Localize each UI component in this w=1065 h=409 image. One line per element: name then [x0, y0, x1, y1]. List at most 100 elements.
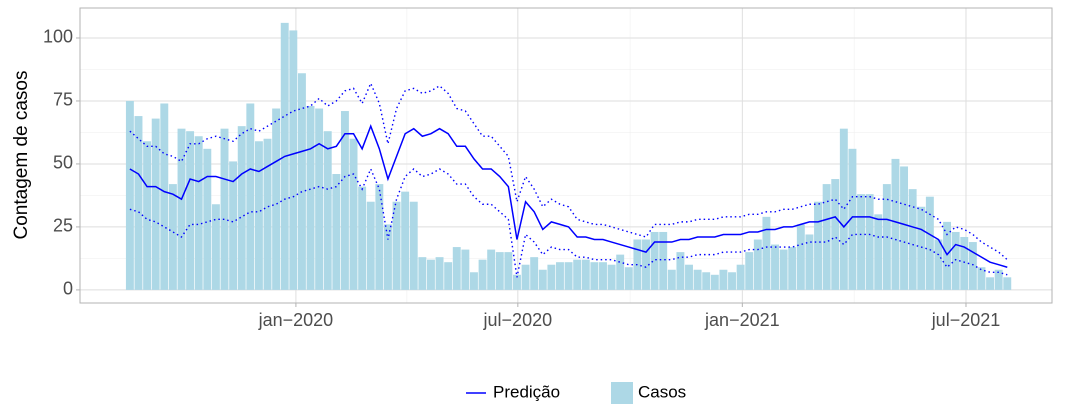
bar: [925, 196, 934, 290]
bar: [547, 264, 556, 290]
x-tick-label: jul−2021: [931, 310, 1001, 330]
bar: [796, 224, 805, 290]
x-tick-label: jan−2020: [258, 310, 334, 330]
bar: [470, 272, 478, 290]
panel-border: [79, 7, 1053, 304]
bar: [513, 274, 521, 290]
bar: [805, 234, 814, 290]
bar: [538, 269, 547, 290]
bar: [306, 105, 315, 290]
bar: [908, 189, 917, 290]
bar: [762, 216, 771, 290]
bar: [263, 138, 272, 290]
bar: [745, 252, 754, 290]
bar: [599, 262, 607, 290]
bar: [177, 128, 186, 290]
bar: [272, 108, 281, 290]
bar: [435, 257, 444, 290]
bar: [254, 141, 263, 290]
bar: [186, 131, 195, 290]
bar: [607, 264, 616, 290]
bar: [642, 239, 650, 290]
bar: [917, 206, 926, 290]
bar: [315, 108, 324, 290]
bar: [693, 269, 702, 290]
bar: [383, 224, 392, 290]
bar: [358, 186, 367, 290]
bar: [203, 148, 212, 290]
interval-line: [129, 81, 1008, 261]
bar: [211, 204, 220, 290]
bar: [719, 269, 728, 290]
bar: [461, 249, 470, 290]
y-tick-label: 100: [43, 27, 73, 47]
bar: [194, 136, 203, 290]
bar: [332, 174, 341, 290]
bar: [788, 247, 797, 290]
bar: [246, 103, 255, 290]
bar: [134, 116, 143, 290]
bar: [676, 252, 685, 290]
bar: [857, 194, 865, 290]
bar: [521, 264, 530, 290]
bar: [143, 141, 152, 290]
bar: [487, 249, 496, 290]
bar: [900, 166, 909, 290]
bar: [650, 231, 659, 290]
x-tick-label: jul−2020: [483, 310, 553, 330]
bar: [667, 269, 676, 290]
bar: [392, 201, 401, 290]
bar: [401, 191, 410, 290]
bar: [573, 259, 582, 290]
bar: [590, 262, 599, 290]
bar: [1003, 277, 1012, 290]
bar: [444, 262, 453, 290]
legend-label: Predição: [493, 382, 560, 401]
bar: [229, 161, 238, 290]
bar: [814, 201, 822, 290]
bar: [366, 201, 375, 290]
bar: [771, 244, 779, 290]
bar: [736, 264, 745, 290]
bar: [478, 259, 487, 290]
x-tick-label: jan−2021: [704, 310, 780, 330]
bar: [530, 257, 539, 290]
bar: [160, 103, 169, 290]
bar: [168, 184, 177, 290]
line: [129, 124, 1008, 268]
bar: [822, 184, 831, 290]
bar: [495, 252, 504, 290]
legend-label: Casos: [638, 382, 686, 401]
y-tick-label: 75: [53, 90, 73, 110]
bar: [865, 194, 874, 290]
bar: [340, 111, 349, 290]
interval-line: [129, 167, 1008, 278]
bar: [220, 128, 229, 290]
bar: [125, 100, 134, 290]
bar: [968, 242, 977, 290]
bar: [616, 254, 625, 290]
bar: [951, 231, 960, 290]
bar: [943, 221, 952, 290]
bar: [986, 277, 995, 290]
bar: [426, 259, 435, 290]
bar: [839, 128, 848, 290]
y-axis-title: Contagem de casos: [11, 71, 32, 240]
bar: [409, 201, 418, 290]
bar: [375, 184, 384, 290]
bar: [624, 267, 633, 290]
bar: [960, 236, 969, 290]
bar: [753, 239, 762, 290]
bar: [977, 267, 986, 290]
bar: [848, 148, 857, 290]
bar: [659, 231, 668, 290]
y-tick-label: 0: [63, 279, 73, 299]
bar: [418, 257, 427, 290]
bar: [891, 158, 900, 290]
bar: [151, 118, 160, 290]
legend-swatch: [611, 382, 633, 404]
bar: [779, 249, 788, 290]
bar: [323, 131, 332, 290]
bar: [452, 247, 461, 290]
